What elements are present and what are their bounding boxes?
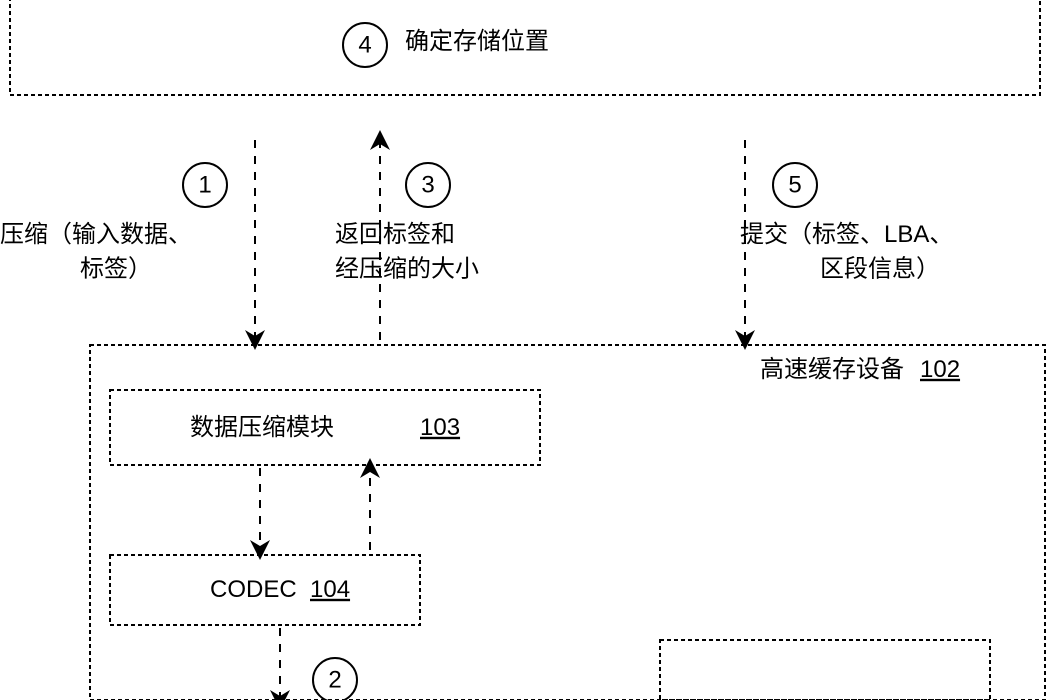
step-4-number: 4 (358, 32, 371, 59)
cache-device-title: 高速缓存设备 (760, 356, 904, 383)
cache-device-ref: 102 (920, 356, 960, 383)
step-1-number: 1 (198, 172, 211, 199)
codec-ref: 104 (310, 576, 350, 603)
codec-label: CODEC (210, 576, 297, 603)
step-1-label-line-1: 标签） (80, 256, 152, 283)
step-3-number: 3 (421, 172, 434, 199)
step-3-label-line-1: 经压缩的大小 (335, 256, 479, 283)
step-1-label-line-0: 压缩（输入数据、 (0, 221, 192, 248)
compression-module-ref: 103 (420, 414, 460, 441)
compression-module-label: 数据压缩模块 (190, 414, 334, 441)
step-4-label-line-0: 确定存储位置 (405, 28, 549, 55)
step-5-number: 5 (788, 172, 801, 199)
step-5-label-line-1: 区段信息） (820, 256, 940, 283)
step-5-label-line-0: 提交（标签、LBA、 (740, 221, 953, 248)
cache-device-box (90, 345, 1045, 700)
flow-diagram: 高速缓存设备 102 数据压缩模块 103 CODEC 104 1压缩（输入数据、标签） 2 3… (0, 0, 1050, 700)
lower-right-box (660, 640, 990, 700)
step-3-label-line-0: 返回标签和 (335, 221, 455, 248)
step-2-number: 2 (328, 667, 341, 694)
